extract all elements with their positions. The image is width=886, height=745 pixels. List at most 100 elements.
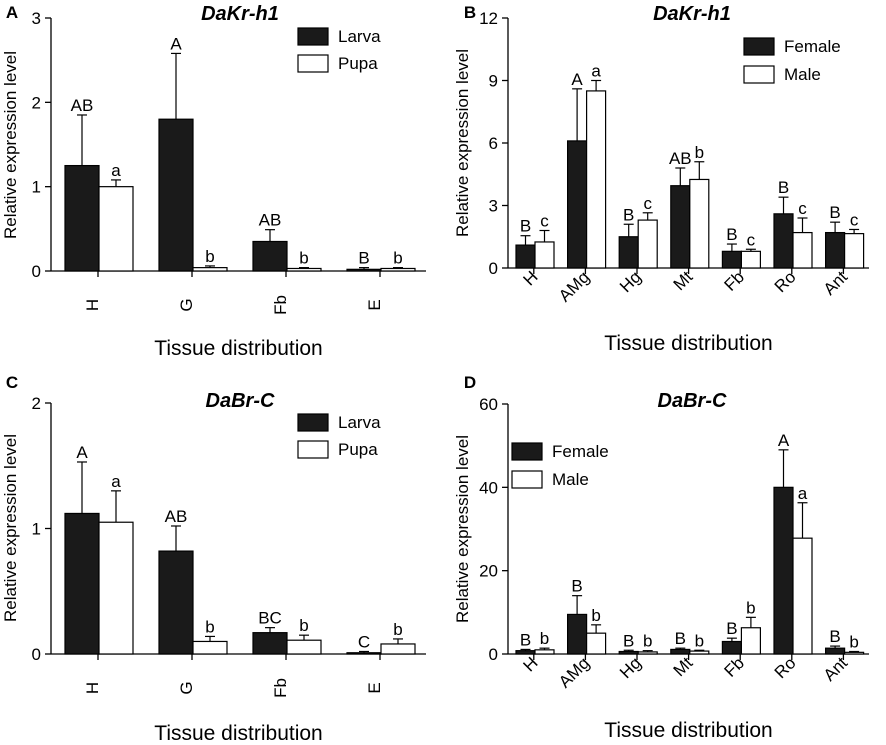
legend-label: Pupa [338, 440, 378, 459]
bar [158, 118, 194, 272]
y-axis-label: Relative expression level [453, 49, 472, 237]
y-tick-label: 0 [32, 262, 41, 281]
y-tick-label: 2 [32, 93, 41, 112]
x-tick-label: H [520, 653, 542, 675]
chart-title: DaKr-h1 [201, 3, 279, 25]
y-tick-label: 2 [32, 394, 41, 413]
significance-label: c [747, 230, 756, 249]
significance-label: B [829, 627, 840, 646]
y-axis-label: Relative expression level [453, 435, 472, 623]
significance-label: b [695, 631, 704, 650]
significance-label: AB [71, 96, 94, 115]
x-axis-label: Tissue distribution [154, 337, 322, 360]
y-tick-label: 1 [32, 520, 41, 539]
bar [585, 632, 607, 655]
bar [534, 649, 555, 655]
significance-label: B [358, 249, 369, 268]
significance-label: c [850, 210, 859, 229]
bar [824, 647, 846, 655]
bar [824, 231, 846, 269]
x-tick-label: Mt [670, 267, 697, 294]
y-tick-label: 0 [489, 259, 498, 278]
significance-label: B [623, 631, 634, 650]
significance-label: b [205, 247, 214, 266]
bar [670, 185, 691, 269]
bar [740, 627, 762, 655]
significance-label: B [520, 630, 531, 649]
significance-label: a [591, 62, 601, 81]
bar [98, 521, 134, 655]
panel-b: B DaKr-h1 0 3 6 9 12 Relative expression level T… [453, 3, 869, 355]
y-tick-label: 6 [489, 134, 498, 153]
legend-swatch [297, 413, 329, 432]
significance-label: b [849, 633, 858, 652]
legend-swatch [297, 54, 329, 73]
significance-label: C [358, 632, 370, 651]
panel-letter: A [6, 3, 18, 22]
significance-label: A [778, 431, 790, 450]
significance-label: b [643, 632, 652, 651]
panel-letter: D [464, 373, 476, 392]
significance-label: BC [258, 609, 282, 628]
significance-label: a [111, 472, 121, 491]
legend-label: Male [784, 65, 821, 84]
x-tick-label: Fb [721, 267, 748, 294]
significance-label: b [393, 249, 402, 268]
x-axis-label: Tissue distribution [154, 722, 322, 745]
panel-letter: C [6, 373, 18, 392]
bar [740, 250, 762, 269]
significance-label: B [726, 225, 737, 244]
bar [618, 650, 639, 655]
bar [566, 140, 588, 269]
x-tick-label: Mt [670, 653, 697, 680]
significance-label: AB [259, 211, 282, 230]
x-tick-label: Fb [271, 295, 290, 315]
significance-label: b [393, 620, 402, 639]
significance-label: b [540, 629, 549, 648]
bar [515, 650, 536, 655]
significance-label: b [695, 143, 704, 162]
bar [286, 267, 322, 272]
x-tick-label: Hg [616, 653, 645, 682]
panel-c: C DaBr-C 0 1 2 Relative expression level Tissu… [1, 373, 426, 745]
y-tick-label: 0 [32, 645, 41, 664]
significance-label: AB [165, 507, 188, 526]
bar [843, 233, 865, 269]
significance-label: A [571, 70, 583, 89]
legend-swatch [511, 470, 543, 489]
bar [843, 651, 865, 655]
chart-title: DaBr-C [658, 390, 727, 412]
significance-label: c [643, 194, 652, 213]
legend-swatch [511, 442, 543, 461]
bar [64, 164, 100, 272]
panel-a: A DaKr-h1 0 1 2 3 Relative expression level Tis… [1, 3, 426, 360]
legend-swatch [297, 27, 329, 46]
significance-label: B [726, 619, 737, 638]
bar [192, 267, 228, 272]
bar [637, 219, 658, 269]
x-tick-label: AMg [555, 267, 593, 305]
bar [792, 537, 813, 655]
bar [689, 178, 710, 269]
legend-swatch [743, 37, 775, 56]
x-tick-label: E [365, 299, 384, 310]
bar [158, 550, 194, 655]
significance-label: b [299, 616, 308, 635]
legend-label: Female [552, 442, 609, 461]
significance-label: c [798, 199, 807, 218]
bar [618, 236, 639, 269]
significance-label: A [170, 34, 182, 53]
bar [566, 613, 588, 655]
significance-label: B [778, 178, 789, 197]
bar [534, 241, 555, 269]
x-tick-label: AMg [555, 653, 593, 691]
significance-label: a [111, 161, 121, 180]
legend-label: Pupa [338, 54, 378, 73]
legend-label: Male [552, 470, 589, 489]
significance-label: B [829, 203, 840, 222]
legend-label: Larva [338, 27, 381, 46]
y-tick-label: 20 [479, 562, 498, 581]
significance-label: b [299, 249, 308, 268]
bar [64, 512, 100, 655]
